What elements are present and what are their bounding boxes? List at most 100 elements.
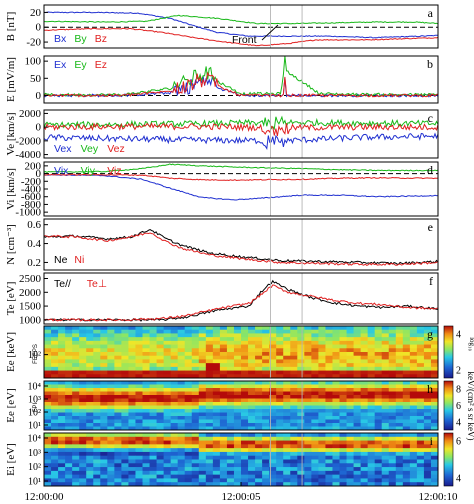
heatmap-cell bbox=[423, 398, 432, 403]
heatmap-cell bbox=[198, 455, 207, 460]
heatmap-cell bbox=[325, 426, 333, 431]
heatmap-cell bbox=[248, 474, 256, 479]
heatmap-cell bbox=[58, 436, 66, 441]
heatmap-cell bbox=[367, 459, 376, 464]
heatmap-cell bbox=[65, 444, 73, 449]
heatmap-cell bbox=[177, 359, 186, 364]
heatmap-cell bbox=[353, 333, 362, 338]
heatmap-cell bbox=[311, 433, 319, 438]
heatmap-cell bbox=[65, 359, 73, 364]
heatmap-cell bbox=[58, 419, 66, 424]
heatmap-cell bbox=[191, 344, 200, 349]
heatmap-cell bbox=[402, 423, 411, 427]
heatmap-cell bbox=[149, 409, 157, 413]
plot-frame bbox=[43, 325, 439, 379]
heatmap-cell bbox=[163, 478, 172, 483]
heatmap-cell bbox=[325, 329, 333, 334]
heatmap-cell bbox=[72, 333, 80, 338]
heatmap-cell bbox=[255, 348, 263, 353]
heatmap-cell bbox=[219, 459, 228, 464]
heatmap-cell bbox=[388, 478, 397, 483]
heatmap-cell bbox=[318, 470, 326, 476]
heatmap-cell bbox=[51, 337, 59, 342]
heatmap-cell bbox=[44, 444, 52, 449]
heatmap-cell bbox=[318, 391, 326, 396]
heatmap-cell bbox=[269, 344, 277, 349]
heatmap-cell bbox=[156, 459, 165, 464]
heatmap-cell bbox=[290, 398, 298, 403]
heatmap-cell bbox=[212, 463, 221, 468]
heatmap-cell bbox=[156, 381, 165, 385]
legend-entry: Ez bbox=[95, 59, 107, 71]
heatmap-cell bbox=[360, 370, 369, 375]
heatmap-cell bbox=[409, 482, 418, 487]
heatmap-cell bbox=[283, 344, 291, 349]
heatmap-cell bbox=[395, 409, 404, 413]
heatmap-cell bbox=[304, 333, 312, 338]
heatmap-cell bbox=[346, 344, 354, 349]
heatmap-cell bbox=[114, 381, 122, 385]
heatmap-cell bbox=[205, 405, 214, 410]
heatmap-cell bbox=[79, 470, 87, 476]
heatmap-cell bbox=[311, 470, 319, 476]
heatmap-cell bbox=[72, 388, 80, 392]
heatmap-cell bbox=[226, 426, 235, 431]
heatmap-cell bbox=[409, 359, 418, 364]
heatmap-cell bbox=[304, 448, 312, 453]
heatmap-cell bbox=[58, 416, 66, 420]
heatmap-cell bbox=[156, 333, 165, 338]
heatmap-cell bbox=[297, 344, 305, 349]
heatmap-cell bbox=[374, 451, 383, 457]
heatmap-cell bbox=[367, 359, 376, 364]
heatmap-cell bbox=[191, 470, 200, 476]
heatmap-cell bbox=[262, 388, 270, 392]
heatmap-cell bbox=[128, 352, 136, 357]
heatmap-cell bbox=[332, 440, 340, 445]
heatmap-cell bbox=[381, 426, 390, 431]
heatmap-cell bbox=[128, 381, 136, 385]
heatmap-cell bbox=[325, 467, 333, 472]
heatmap-cell bbox=[269, 463, 277, 468]
heatmap-cell bbox=[142, 340, 150, 345]
heatmap-cell bbox=[311, 329, 319, 334]
heatmap-cell bbox=[72, 344, 80, 349]
heatmap-cell bbox=[114, 329, 122, 334]
heatmap-cell bbox=[184, 426, 193, 431]
heatmap-cell bbox=[79, 426, 87, 431]
heatmap-cell bbox=[283, 482, 291, 487]
heatmap-cell bbox=[212, 359, 221, 364]
heatmap-cell bbox=[121, 326, 129, 331]
heatmap-cell bbox=[311, 391, 319, 396]
heatmap-cell bbox=[149, 355, 157, 360]
heatmap-cell bbox=[184, 444, 193, 449]
heatmap-cell bbox=[283, 388, 291, 392]
heatmap-cell bbox=[58, 478, 66, 483]
heatmap-cell bbox=[388, 440, 397, 445]
heatmap-cell bbox=[374, 366, 383, 371]
heatmap-cell bbox=[58, 355, 66, 360]
heatmap-cell bbox=[149, 398, 157, 403]
ytick-label: -4000 bbox=[15, 149, 41, 161]
heatmap-cell bbox=[233, 337, 242, 342]
heatmap-cell bbox=[170, 416, 179, 420]
heatmap-cell bbox=[100, 474, 108, 479]
heatmap-cell bbox=[163, 355, 172, 360]
heatmap-cell bbox=[360, 436, 369, 441]
heatmap-cell bbox=[402, 374, 411, 379]
panel-letter: g bbox=[427, 327, 433, 341]
heatmap-cell bbox=[395, 419, 404, 424]
heatmap-cell bbox=[226, 333, 235, 338]
heatmap-cell bbox=[233, 455, 242, 460]
colorbar-tick-label: 4 bbox=[456, 330, 461, 341]
heatmap-cell bbox=[72, 440, 80, 445]
heatmap-cell bbox=[409, 333, 418, 338]
heatmap-cell bbox=[44, 463, 52, 468]
heatmap-cell bbox=[184, 326, 193, 331]
heatmap-cell bbox=[170, 391, 179, 396]
heatmap-cell bbox=[304, 398, 312, 403]
heatmap-cell bbox=[416, 366, 425, 371]
heatmap-cell bbox=[107, 348, 115, 353]
heatmap-cell bbox=[191, 409, 200, 413]
heatmap-cell bbox=[381, 448, 390, 453]
